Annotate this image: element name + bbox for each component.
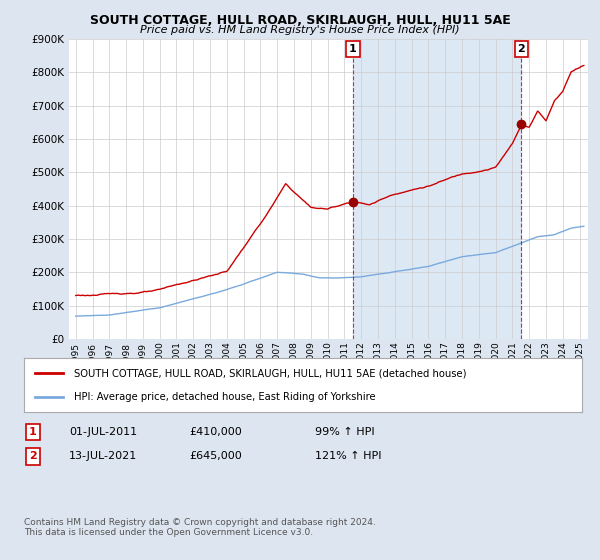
Text: 1: 1 (349, 44, 357, 54)
Text: 13-JUL-2021: 13-JUL-2021 (69, 451, 137, 461)
Text: Contains HM Land Registry data © Crown copyright and database right 2024.
This d: Contains HM Land Registry data © Crown c… (24, 518, 376, 538)
Text: 2: 2 (518, 44, 526, 54)
Bar (353, 39, 521, 339)
Text: £645,000: £645,000 (189, 451, 242, 461)
Text: 99% ↑ HPI: 99% ↑ HPI (315, 427, 374, 437)
Text: HPI: Average price, detached house, East Riding of Yorkshire: HPI: Average price, detached house, East… (74, 391, 376, 402)
Text: 01-JUL-2011: 01-JUL-2011 (69, 427, 137, 437)
Text: SOUTH COTTAGE, HULL ROAD, SKIRLAUGH, HULL, HU11 5AE: SOUTH COTTAGE, HULL ROAD, SKIRLAUGH, HUL… (89, 14, 511, 27)
Text: Price paid vs. HM Land Registry's House Price Index (HPI): Price paid vs. HM Land Registry's House … (140, 25, 460, 35)
Text: 2: 2 (29, 451, 37, 461)
Text: £410,000: £410,000 (189, 427, 242, 437)
Text: 1: 1 (29, 427, 37, 437)
Text: 121% ↑ HPI: 121% ↑ HPI (315, 451, 382, 461)
Text: SOUTH COTTAGE, HULL ROAD, SKIRLAUGH, HULL, HU11 5AE (detached house): SOUTH COTTAGE, HULL ROAD, SKIRLAUGH, HUL… (74, 368, 467, 379)
